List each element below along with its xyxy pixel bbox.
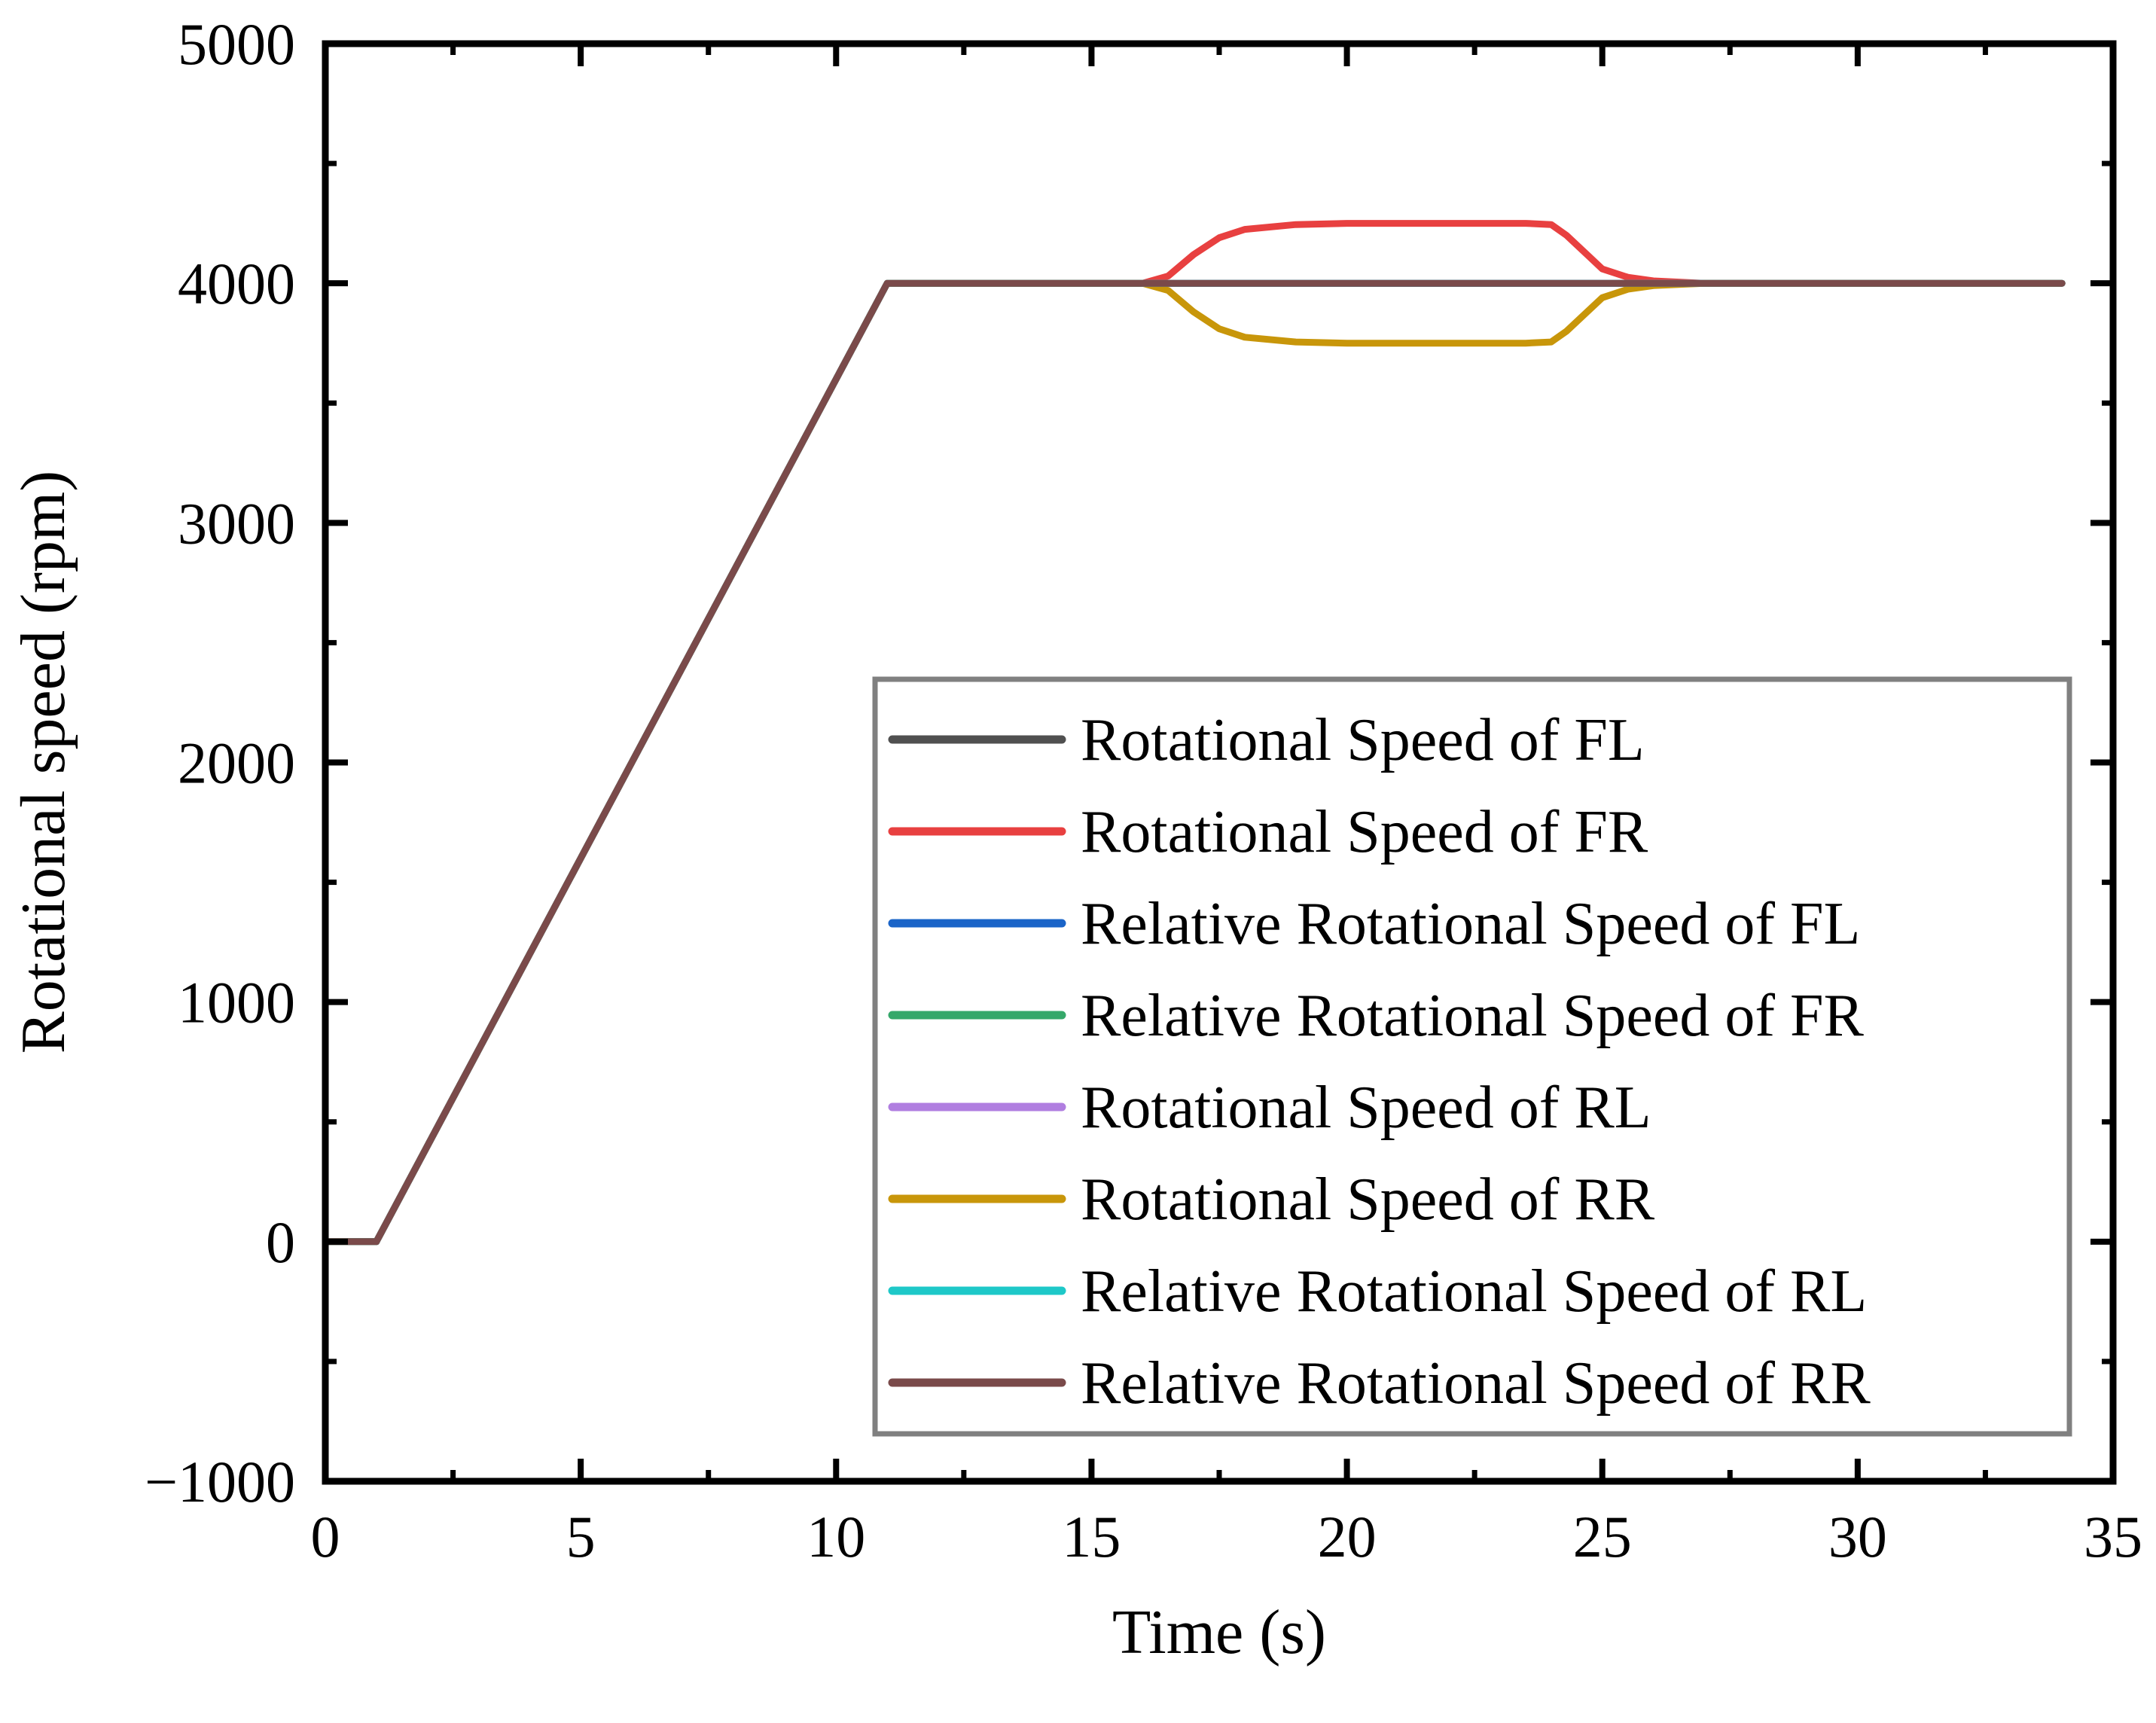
legend-label-6: Rotational Speed of RR bbox=[1081, 1166, 1655, 1233]
y-tick-label: 1000 bbox=[178, 970, 295, 1035]
x-tick-label: 35 bbox=[2084, 1504, 2142, 1569]
y-tick-label: 3000 bbox=[178, 490, 295, 556]
x-tick-label: 15 bbox=[1062, 1504, 1121, 1569]
legend-label-3: Relative Rotational Speed of FL bbox=[1081, 891, 1860, 957]
y-axis-title: Rotational speed (rpm) bbox=[8, 471, 78, 1054]
x-axis-title: Time (s) bbox=[1112, 1597, 1326, 1667]
x-tick-label: 20 bbox=[1318, 1504, 1377, 1569]
legend-items: Rotational Speed of FL Rotational Speed o… bbox=[888, 707, 1871, 1417]
legend-label-7: Relative Rotational Speed of RL bbox=[1081, 1258, 1867, 1325]
legend-label-8: Relative Rotational Speed of RR bbox=[1081, 1350, 1871, 1417]
x-tick-label: 25 bbox=[1573, 1504, 1632, 1569]
legend-label-5: Rotational Speed of RL bbox=[1081, 1075, 1651, 1141]
y-tick-label: 0 bbox=[266, 1209, 295, 1275]
legend-label-1: Rotational Speed of FL bbox=[1081, 707, 1645, 773]
y-tick-label: 2000 bbox=[178, 730, 295, 796]
x-tick-label: 5 bbox=[566, 1504, 596, 1569]
legend: Rotational Speed of FL Rotational Speed o… bbox=[872, 676, 2072, 1437]
y-tick-label: −1000 bbox=[145, 1449, 295, 1514]
series-layer bbox=[322, 220, 2066, 1246]
y-tick-label: 4000 bbox=[178, 251, 295, 316]
legend-label-2: Rotational Speed of FR bbox=[1081, 799, 1648, 865]
legend-box bbox=[872, 676, 2072, 1437]
x-tick-label: 0 bbox=[311, 1504, 340, 1569]
x-tick-label: 30 bbox=[1828, 1504, 1887, 1569]
y-tick-label: 5000 bbox=[178, 11, 295, 77]
x-tick-label: 10 bbox=[807, 1504, 865, 1569]
series-line-8 bbox=[322, 279, 2066, 1246]
legend-label-4: Relative Rotational Speed of FR bbox=[1081, 983, 1864, 1049]
